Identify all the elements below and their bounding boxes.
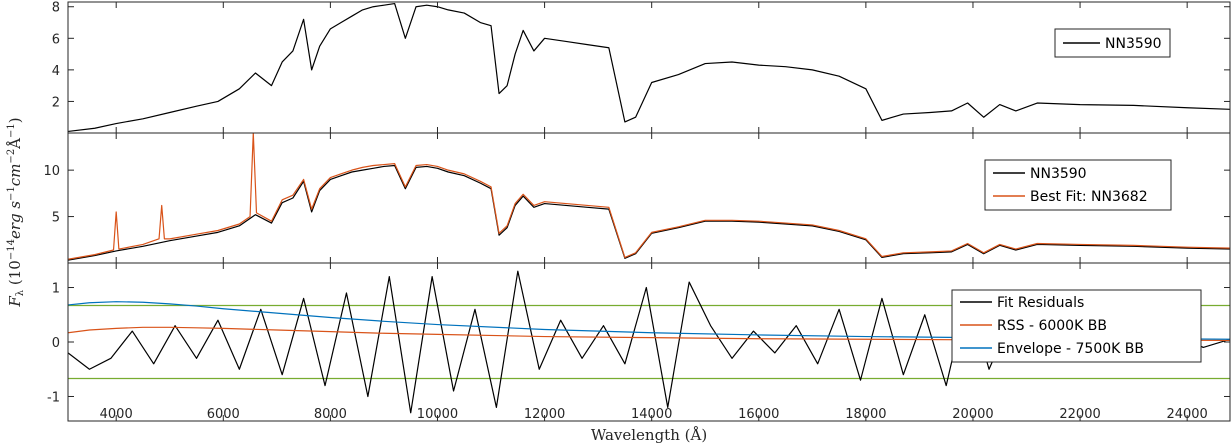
fit-panel: 5 10 NN3590 Best Fit: NN3682: [43, 132, 1231, 264]
y-axis-label: Fλ (10−14erg s−1cm−2Å−1): [6, 117, 26, 307]
x-tick-label: 14000: [631, 407, 672, 422]
fit-legend: NN3590 Best Fit: NN3682: [984, 159, 1172, 211]
residuals-panel: -1 0 1 Fit Residuals RSS - 6000K BB Envelo…: [47, 262, 1231, 422]
residuals-plot-area: [68, 270, 1230, 414]
y-tick-label: -1: [47, 390, 60, 405]
series-line-best-fit-nn3682: [68, 133, 1230, 260]
x-tick-label: 18000: [845, 407, 886, 422]
legend-label-residuals: Fit Residuals: [997, 295, 1084, 311]
series-line-nn3590: [68, 164, 1230, 261]
legend-label-nn3590-fit: NN3590: [1030, 166, 1087, 182]
y-tick-label: 4: [52, 64, 60, 79]
y-tick-label: 8: [52, 1, 60, 16]
spectrum-legend: NN3590: [1054, 28, 1171, 58]
y-tick-label: 6: [52, 32, 60, 47]
x-axis-label: Wavelength (Å): [591, 426, 707, 444]
y-tick-label: 2: [52, 95, 60, 110]
series-line-rss-6000k-bb: [68, 326, 1230, 341]
x-tick-label: 20000: [952, 407, 993, 422]
x-tick-label: 12000: [524, 407, 565, 422]
spectrum-plot-area: [68, 2, 1230, 133]
x-tick-label: 22000: [1059, 407, 1100, 422]
legend-label-nn3590: NN3590: [1105, 36, 1162, 52]
residuals-legend: Fit Residuals RSS - 6000K BB Envelope - …: [951, 289, 1202, 363]
y-tick-label: 0: [52, 336, 60, 351]
x-tick-label: 4000: [100, 407, 133, 422]
y-tick-label: 5: [52, 211, 60, 226]
x-tick-label: 10000: [417, 407, 458, 422]
x-tick-label: 8000: [314, 407, 347, 422]
x-tick-label: 24000: [1166, 407, 1207, 422]
fit-plot-area: [68, 133, 1230, 261]
x-tick-label: 16000: [738, 407, 779, 422]
legend-label-best-fit: Best Fit: NN3682: [1030, 189, 1148, 205]
y-tick-label: 10: [43, 164, 60, 179]
series-line-nn3590: [68, 2, 1230, 133]
x-tick-label: 6000: [207, 407, 240, 422]
legend-label-envelope: Envelope - 7500K BB: [997, 341, 1144, 357]
y-tick-label: 1: [52, 282, 60, 297]
legend-label-rss: RSS - 6000K BB: [997, 318, 1107, 334]
series-line-envelope-7500k-bb: [68, 301, 1230, 340]
